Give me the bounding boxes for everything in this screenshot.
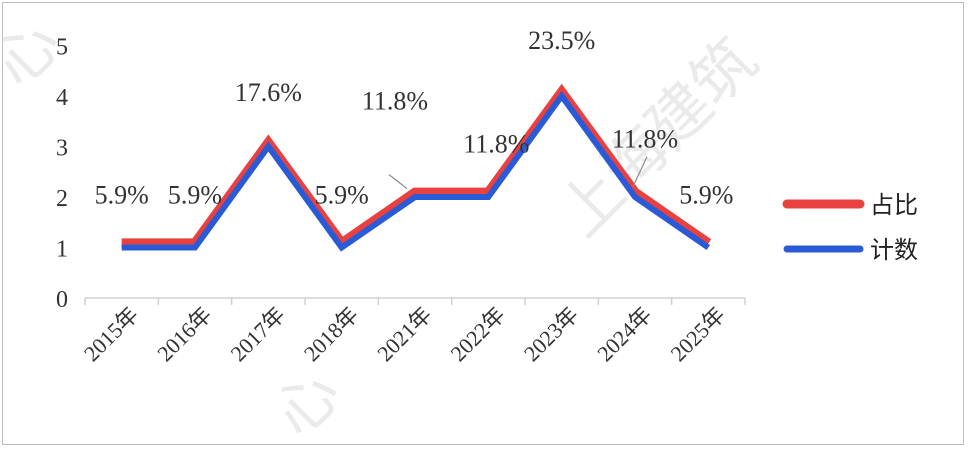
y-tick-label: 0 — [56, 287, 68, 313]
y-tick-label: 5 — [56, 35, 68, 61]
label-leader-line — [632, 156, 648, 187]
data-label: 11.8% — [612, 125, 678, 154]
data-label: 5.9% — [168, 180, 222, 209]
series-lines — [121, 83, 712, 252]
x-tick-label: 2018年 — [299, 302, 363, 366]
y-axis: 0 1 2 3 4 5 — [56, 35, 68, 314]
label-leader-line — [388, 174, 408, 190]
data-label: 23.5% — [528, 26, 595, 55]
legend-item: 计数 — [783, 236, 918, 264]
watermark-text-bottom: 心 — [259, 355, 354, 449]
y-tick-label: 1 — [56, 237, 68, 263]
x-axis: 2015年 2016年 2017年 2018年 2021年 2022年 2023年 2024年… — [79, 297, 746, 366]
x-tick-label: 2017年 — [226, 302, 290, 366]
data-label: 11.8% — [362, 87, 428, 116]
x-tick-label: 2015年 — [79, 302, 143, 366]
y-tick-label: 3 — [56, 136, 68, 162]
y-tick-label: 2 — [56, 186, 68, 212]
legend-label: 计数 — [870, 236, 918, 264]
legend-label: 占比 — [870, 191, 918, 219]
x-tick-label: 2021年 — [372, 302, 436, 366]
x-tick-label: 2024年 — [592, 302, 656, 366]
watermark: 心 上海建筑 心 — [0, 5, 771, 449]
y-tick-label: 4 — [56, 85, 68, 111]
data-labels: 5.9% 5.9%17.6%5.9%11.8%11.8%23.5%11.8%5.9… — [95, 26, 734, 209]
data-label: 5.9% — [95, 180, 149, 209]
x-tick-label: 2016年 — [152, 302, 216, 366]
legend-item: 占比 — [782, 191, 918, 219]
data-label: 5.9% — [315, 180, 369, 209]
x-tick-label: 2025年 — [666, 302, 730, 366]
x-tick-label: 2023年 — [519, 302, 583, 366]
data-label: 17.6% — [235, 78, 302, 107]
series-line-count — [121, 90, 711, 252]
data-label: 11.8% — [463, 130, 529, 159]
x-tick-label: 2022年 — [446, 302, 510, 366]
data-label: 5.9% — [679, 180, 733, 209]
